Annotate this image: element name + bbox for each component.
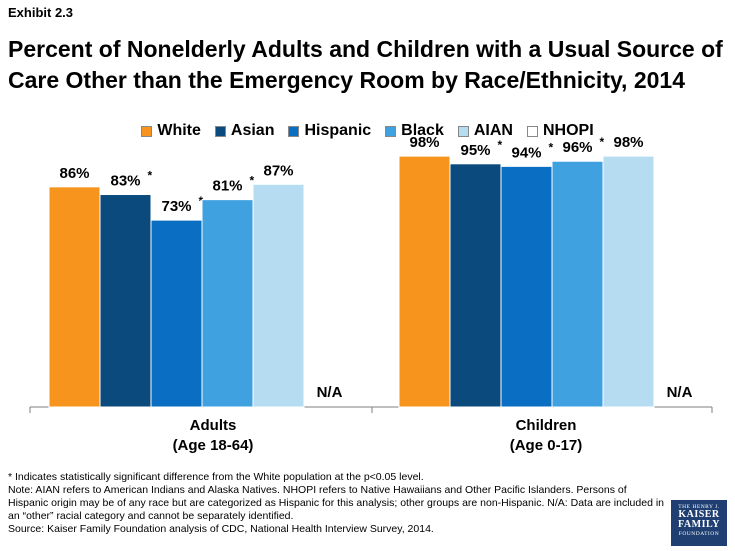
legend-item-asian: Asian xyxy=(214,122,275,140)
significance-marker-black-children: * xyxy=(600,135,605,149)
footnote-source: Source: Kaiser Family Foundation analysi… xyxy=(8,523,434,535)
data-label-asian-adults: 83% xyxy=(110,173,140,190)
legend-label-hispanic: Hispanic xyxy=(304,122,372,139)
chart-title-line1: Percent of Nonelderly Adults and Childre… xyxy=(8,36,723,62)
legend-item-aian: AIAN xyxy=(457,122,513,140)
legend-swatch-asian xyxy=(214,125,226,137)
bar-black-children xyxy=(551,160,604,408)
footnote-note: Note: AIAN refers to American Indians an… xyxy=(8,484,665,522)
chart-title-line2: Care Other than the Emergency Room by Ra… xyxy=(8,67,686,93)
legend-label-black: Black xyxy=(401,122,444,139)
bar-asian-adults xyxy=(99,194,152,408)
legend-label-asian: Asian xyxy=(230,122,275,139)
legend-swatch-aian xyxy=(457,125,469,137)
data-label-hispanic-children: 94% xyxy=(511,144,541,161)
footnotes: * Indicates statistically significant di… xyxy=(8,471,668,536)
significance-marker-asian-adults: * xyxy=(148,169,153,183)
logo-line1: THE HENRY J. xyxy=(678,504,720,510)
bar-white-children xyxy=(398,155,451,408)
significance-marker-black-adults: * xyxy=(250,174,255,188)
legend-label-white: White xyxy=(157,122,201,139)
legend-swatch-black xyxy=(385,125,397,137)
significance-marker-hispanic-children: * xyxy=(549,140,554,154)
bar-hispanic-children xyxy=(500,165,553,408)
footnote-significance: * Indicates statistically significant di… xyxy=(8,471,424,483)
data-label-black-children: 96% xyxy=(562,139,592,156)
legend-swatch-nhopi xyxy=(526,125,538,137)
bar-aian-children xyxy=(602,155,655,408)
logo-line2a: KAISER xyxy=(678,509,720,520)
logo-line2b: FAMILY xyxy=(678,519,720,530)
data-label-black-adults: 81% xyxy=(212,178,242,195)
legend-item-black: Black xyxy=(385,122,444,140)
legend-label-nhopi: NHOPI xyxy=(542,122,594,139)
legend-label-aian: AIAN xyxy=(473,122,513,139)
data-label-hispanic-adults: 73% xyxy=(161,198,191,215)
kff-logo: THE HENRY J. KAISER FAMILY FOUNDATION xyxy=(671,500,727,546)
significance-marker-hispanic-adults: * xyxy=(199,194,204,208)
category-sublabel-children: (Age 0-17) xyxy=(510,437,583,454)
category-label-adults: Adults xyxy=(190,417,237,434)
chart-title: Percent of Nonelderly Adults and Childre… xyxy=(8,34,728,96)
chart-legend: White Asian Hispanic Black AIAN NHOPI xyxy=(0,122,735,140)
data-label-asian-children: 95% xyxy=(460,142,490,159)
bar-chart: 86% 83% * 73% * 81% * 87% N/A Adults (Age 18-64) 98… xyxy=(29,134,713,454)
data-label-nhopi-adults: N/A xyxy=(317,384,343,401)
exhibit-label: Exhibit 2.3 xyxy=(8,5,74,20)
data-label-aian-adults: 87% xyxy=(263,162,293,179)
data-label-white-adults: 86% xyxy=(59,165,89,182)
significance-marker-asian-children: * xyxy=(498,138,503,152)
legend-item-nhopi: NHOPI xyxy=(526,122,594,140)
bar-hispanic-adults xyxy=(150,219,203,408)
legend-swatch-hispanic xyxy=(288,125,300,137)
bar-black-adults xyxy=(201,199,254,408)
category-sublabel-adults: (Age 18-64) xyxy=(173,437,254,454)
bar-asian-children xyxy=(449,163,502,408)
logo-line3: FOUNDATION xyxy=(678,531,720,537)
legend-swatch-white xyxy=(141,125,153,137)
data-label-aian-children: 98% xyxy=(613,134,643,151)
data-label-white-children: 98% xyxy=(409,134,439,151)
bar-aian-adults xyxy=(252,183,305,408)
legend-item-hispanic: Hispanic xyxy=(288,122,371,140)
bar-white-adults xyxy=(48,186,101,408)
category-label-children: Children xyxy=(516,417,577,434)
data-label-nhopi-children: N/A xyxy=(667,384,693,401)
legend-item-white: White xyxy=(141,122,201,140)
